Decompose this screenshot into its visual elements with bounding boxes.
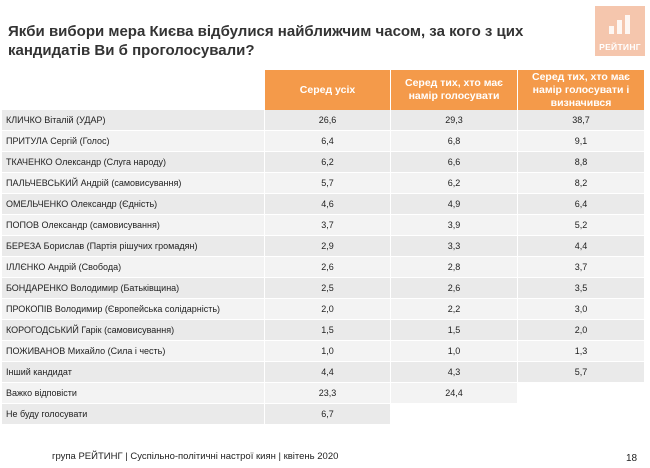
candidate-name: ПАЛЬЧЕВСЬКИЙ Андрій (самовисування) [2, 173, 264, 194]
table-row: ІЛЛЄНКО Андрій (Свобода) 2,6 2,8 3,7 [2, 257, 644, 278]
value-all: 6,2 [264, 152, 390, 173]
value-all: 1,0 [264, 341, 390, 362]
table-row: КОРОГОДСЬКИЙ Гарік (самовисування) 1,5 1,5… [2, 320, 644, 341]
table-body: КЛИЧКО Віталій (УДАР) 26,6 29,3 38,7 ПРИТУЛА… [2, 110, 644, 425]
candidate-name: ПРОКОПІВ Володимир (Європейська солідарн… [2, 299, 264, 320]
value-intend-to-vote: 3,9 [390, 215, 517, 236]
value-all: 2,5 [264, 278, 390, 299]
value-intend-to-vote: 1,5 [390, 320, 517, 341]
candidate-name: ІЛЛЄНКО Андрій (Свобода) [2, 257, 264, 278]
header-blank [2, 70, 264, 110]
candidate-name: КОРОГОДСЬКИЙ Гарік (самовисування) [2, 320, 264, 341]
candidate-name: Важко відповісти [2, 383, 264, 404]
value-decided-voters: 3,0 [517, 299, 644, 320]
value-decided-voters: 1,3 [517, 341, 644, 362]
value-all: 2,6 [264, 257, 390, 278]
value-decided-voters: 3,5 [517, 278, 644, 299]
value-intend-to-vote: 6,8 [390, 131, 517, 152]
value-decided-voters [517, 383, 644, 404]
table-row: ПОЖИВАНОВ Михайло (Сила і честь) 1,0 1,0 1,… [2, 341, 644, 362]
value-decided-voters: 4,4 [517, 236, 644, 257]
value-intend-to-vote: 6,2 [390, 173, 517, 194]
value-all: 4,4 [264, 362, 390, 383]
candidate-name: Не буду голосувати [2, 404, 264, 425]
table-row: БОНДАРЕНКО Володимир (Батьківщина) 2,5 2,6… [2, 278, 644, 299]
candidate-name: Інший кандидат [2, 362, 264, 383]
value-decided-voters: 5,2 [517, 215, 644, 236]
value-decided-voters: 8,8 [517, 152, 644, 173]
candidate-name: БОНДАРЕНКО Володимир (Батьківщина) [2, 278, 264, 299]
value-all: 4,6 [264, 194, 390, 215]
value-intend-to-vote: 4,9 [390, 194, 517, 215]
candidate-name: ПРИТУЛА Сергій (Голос) [2, 131, 264, 152]
value-intend-to-vote: 2,2 [390, 299, 517, 320]
candidate-name: ПОПОВ Олександр (самовисування) [2, 215, 264, 236]
table-row: ОМЕЛЬЧЕНКО Олександр (Єдність) 4,6 4,9 6,4 [2, 194, 644, 215]
table-row: БЕРЕЗА Борислав (Партія рішучих громадян… [2, 236, 644, 257]
table-header-row: Серед усіх Серед тих, хто має намір голо… [2, 70, 644, 110]
value-all: 6,4 [264, 131, 390, 152]
rating-logo: РЕЙТИНГ [595, 6, 645, 56]
value-all: 3,7 [264, 215, 390, 236]
table-row: ПОПОВ Олександр (самовисування) 3,7 3,9 5,2 [2, 215, 644, 236]
page-title: Якби вибори мера Києва відбулися найближ… [8, 23, 524, 59]
value-decided-voters: 6,4 [517, 194, 644, 215]
table-row: ПРОКОПІВ Володимир (Європейська солідарн… [2, 299, 644, 320]
value-decided-voters [517, 404, 644, 425]
value-decided-voters: 8,2 [517, 173, 644, 194]
table-row: Важко відповісти 23,3 24,4 [2, 383, 644, 404]
table-row: ТКАЧЕНКО Олександр (Слуга народу) 6,2 6,6 8… [2, 152, 644, 173]
header-decided-voters: Серед тих, хто має намір голосувати і ви… [517, 70, 644, 110]
value-intend-to-vote: 24,4 [390, 383, 517, 404]
table-row: КЛИЧКО Віталій (УДАР) 26,6 29,3 38,7 [2, 110, 644, 131]
value-intend-to-vote: 1,0 [390, 341, 517, 362]
value-intend-to-vote: 2,6 [390, 278, 517, 299]
results-table: Серед усіх Серед тих, хто має намір голо… [2, 70, 644, 425]
footer-text: група РЕЙТИНГ | Суспільно-політичні наст… [52, 451, 339, 462]
value-all: 2,0 [264, 299, 390, 320]
candidate-name: ТКАЧЕНКО Олександр (Слуга народу) [2, 152, 264, 173]
value-all: 6,7 [264, 404, 390, 425]
value-intend-to-vote: 2,8 [390, 257, 517, 278]
value-decided-voters: 2,0 [517, 320, 644, 341]
value-intend-to-vote: 3,3 [390, 236, 517, 257]
value-all: 2,9 [264, 236, 390, 257]
header-all: Серед усіх [264, 70, 390, 110]
logo-text: РЕЙТИНГ [599, 42, 641, 52]
value-all: 26,6 [264, 110, 390, 131]
value-intend-to-vote: 6,6 [390, 152, 517, 173]
value-all: 23,3 [264, 383, 390, 404]
value-intend-to-vote [390, 404, 517, 425]
candidate-name: КЛИЧКО Віталій (УДАР) [2, 110, 264, 131]
table-row: ПРИТУЛА Сергій (Голос) 6,4 6,8 9,1 [2, 131, 644, 152]
candidate-name: ОМЕЛЬЧЕНКО Олександр (Єдність) [2, 194, 264, 215]
logo-mark-icon [609, 15, 630, 34]
page-number: 18 [626, 453, 638, 464]
table-row: Не буду голосувати 6,7 [2, 404, 644, 425]
value-all: 1,5 [264, 320, 390, 341]
value-all: 5,7 [264, 173, 390, 194]
candidate-name: БЕРЕЗА Борислав (Партія рішучих громадян… [2, 236, 264, 257]
table-row: ПАЛЬЧЕВСЬКИЙ Андрій (самовисування) 5,7 6,… [2, 173, 644, 194]
value-intend-to-vote: 29,3 [390, 110, 517, 131]
header-intend-to-vote: Серед тих, хто має намір голосувати [390, 70, 517, 110]
candidate-name: ПОЖИВАНОВ Михайло (Сила і честь) [2, 341, 264, 362]
value-decided-voters: 3,7 [517, 257, 644, 278]
value-decided-voters: 38,7 [517, 110, 644, 131]
value-intend-to-vote: 4,3 [390, 362, 517, 383]
value-decided-voters: 9,1 [517, 131, 644, 152]
value-decided-voters: 5,7 [517, 362, 644, 383]
table-row: Інший кандидат 4,4 4,3 5,7 [2, 362, 644, 383]
